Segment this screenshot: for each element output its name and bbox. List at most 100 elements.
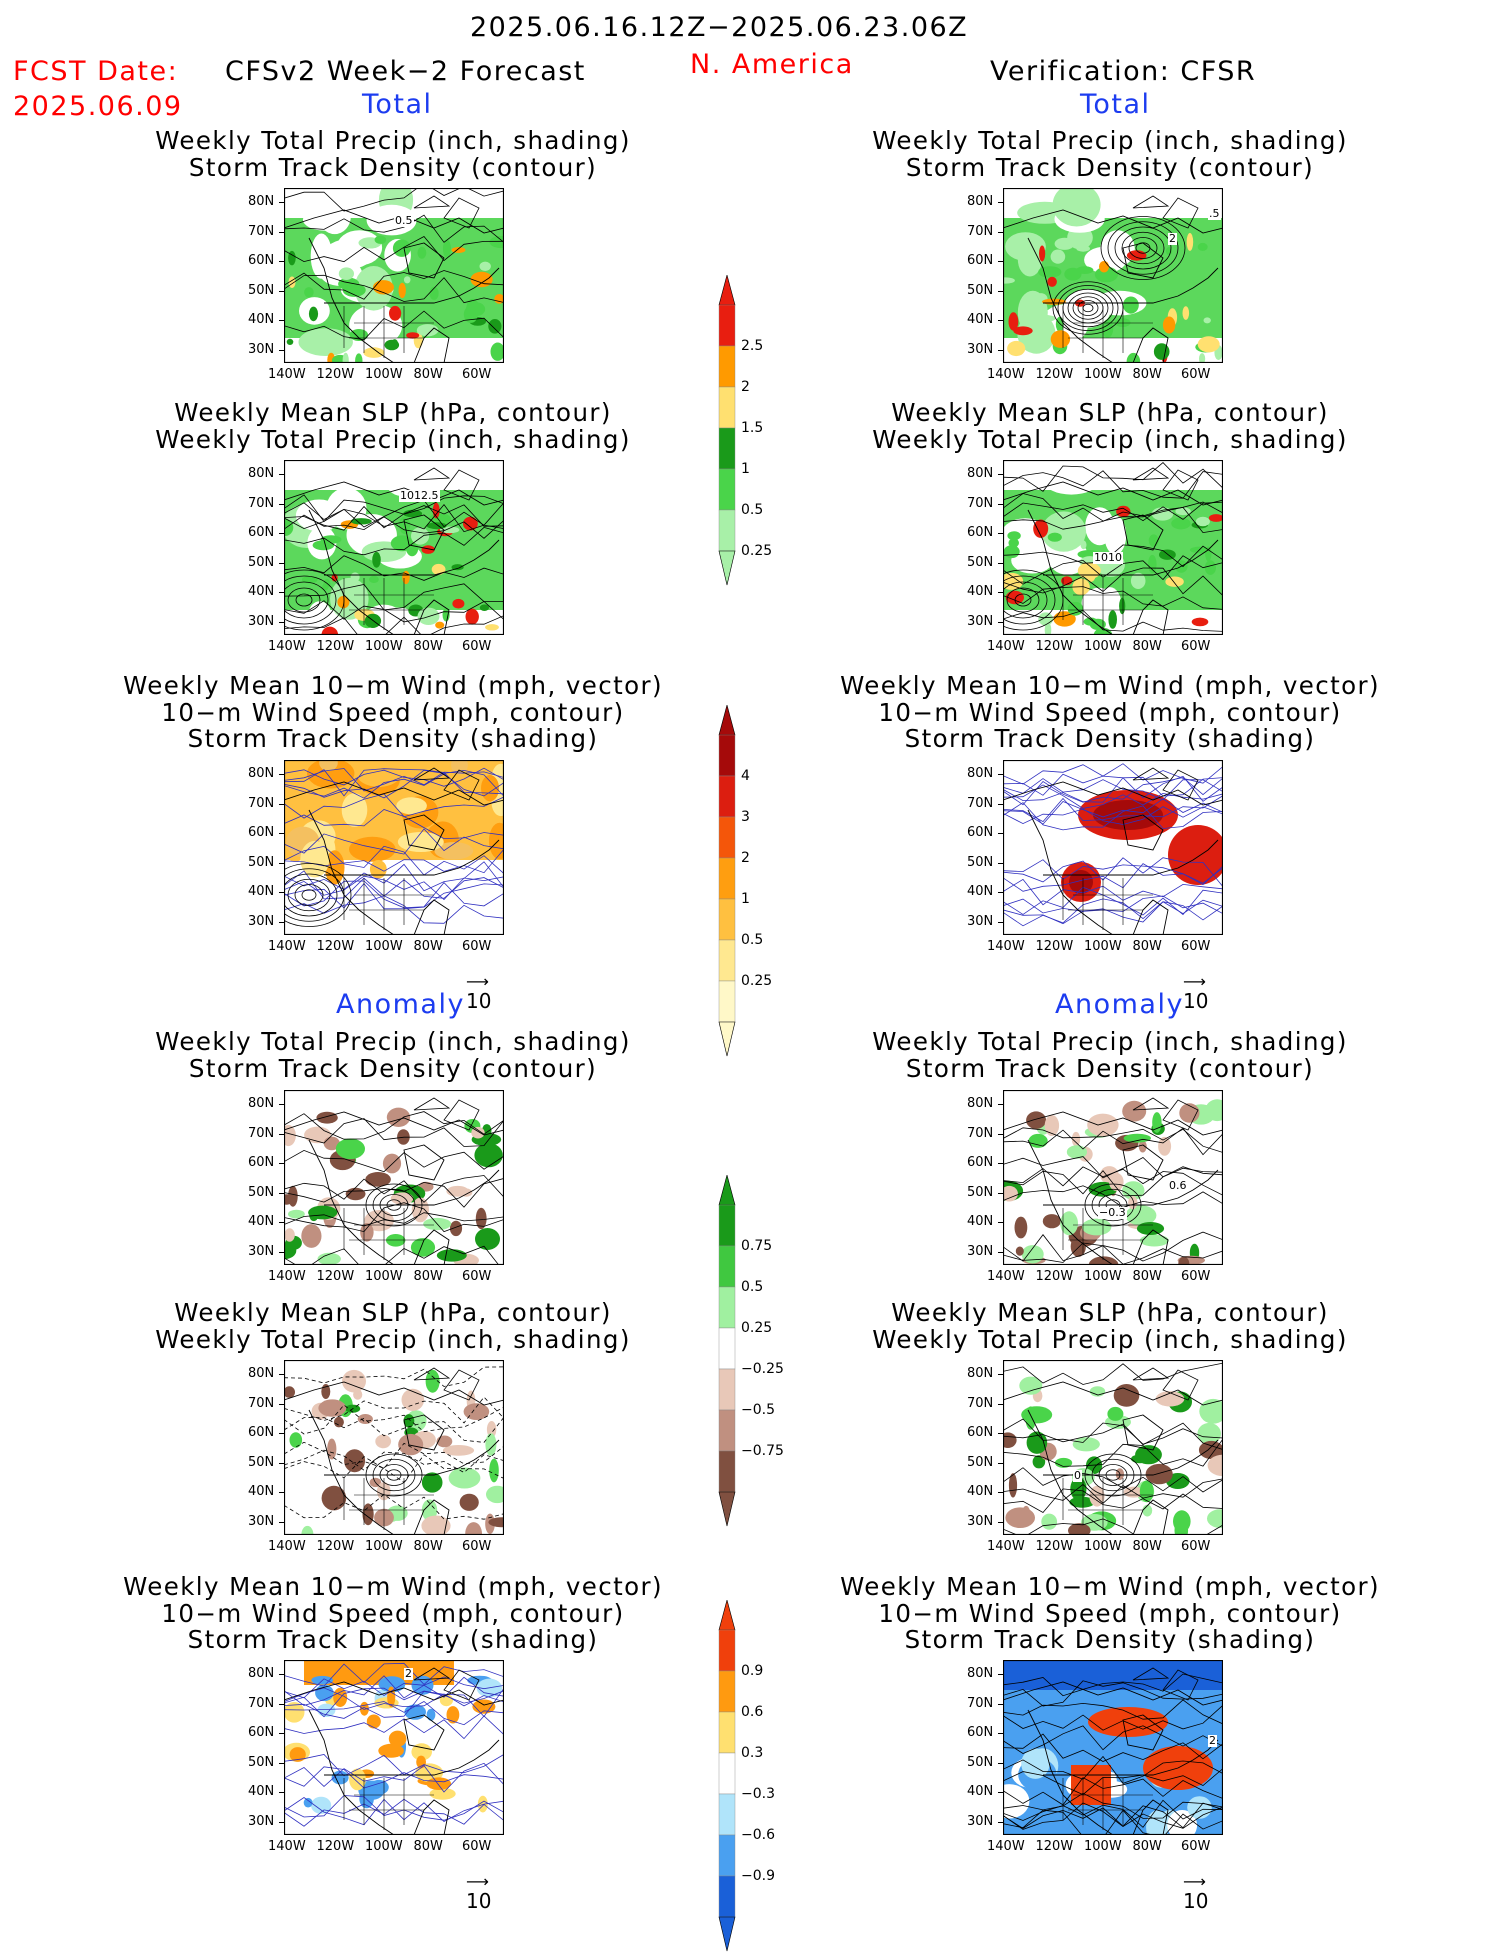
lon-label: 100W [365,1839,403,1854]
lon-label: 60W [1181,1269,1211,1284]
lon-label: 60W [462,939,492,954]
lat-label: 60N [967,825,994,840]
lon-label: 100W [365,939,403,954]
lon-label: 80W [413,1269,443,1284]
colorbar-label: −0.9 [741,1868,775,1884]
lon-label: 120W [316,1839,355,1854]
colorbar-label: 0.5 [741,502,764,518]
lat-label: 30N [967,613,994,629]
lon-label: 100W [1084,1539,1122,1554]
lat-label: 30N [967,1813,994,1829]
map-contour-label: 0.5 [394,214,414,227]
lon-label: 80W [413,1539,443,1554]
section-anomaly-right: Anomaly [1055,989,1184,1020]
lon-label: 80W [413,367,443,382]
period-title: 2025.06.16.12Z−2025.06.23.06Z [470,12,969,43]
map-contour-label: −0.3 [1098,1206,1127,1219]
lon-label: 100W [1084,1839,1122,1854]
lat-label: 40N [248,1214,275,1229]
lat-label: 30N [248,341,275,357]
lon-label: 60W [462,1269,492,1284]
colorbar-label: −0.25 [741,1361,784,1377]
lon-label: 140W [987,939,1025,954]
fcst-date-label: FCST Date: [13,56,179,87]
lat-label: 60N [248,525,275,540]
lon-label: 100W [1084,939,1122,954]
colorbar-label: 4 [741,768,750,784]
lon-label: 120W [316,939,355,954]
lat-label: 50N [248,1454,275,1470]
lat-label: 60N [967,1155,994,1170]
lat-label: 60N [967,525,994,540]
lat-label: 80N [967,1666,994,1681]
lat-label: 80N [967,1366,994,1381]
title-precip-storm-anom-2: Weekly Total Precip (inch, shading) Storm… [872,1027,1348,1083]
map-panel-p3 [284,760,504,935]
lat-label: 30N [967,341,994,357]
map-contour-label: 2 [404,1667,413,1680]
lat-label: 70N [248,795,275,811]
lon-label: 120W [316,1539,355,1554]
lat-label: 80N [248,1096,275,1111]
lat-label: 30N [248,1513,275,1529]
lon-label: 140W [268,939,306,954]
map-contour-label: 1012.5 [399,489,440,502]
lon-label: 80W [1132,1269,1162,1284]
lat-label: 70N [248,495,275,511]
lon-label: 140W [987,367,1025,382]
lat-label: 50N [248,1184,275,1200]
lat-label: 30N [248,613,275,629]
lon-label: 140W [268,1539,306,1554]
lat-label: 80N [967,466,994,481]
title-precip-storm-1: Weekly Total Precip (inch, shading) Storm… [155,126,631,182]
lat-label: 30N [967,1243,994,1259]
lat-label: 40N [967,1484,994,1499]
colorbar-label: 1 [741,461,750,477]
lat-label: 70N [967,223,994,239]
section-anomaly-left: Anomaly [336,989,465,1020]
colorbar-precip_anom [718,1175,736,1527]
lat-label: 60N [248,1725,275,1740]
map-panel-p12 [1003,1660,1223,1835]
lat-label: 70N [248,223,275,239]
map-svg-p10 [1003,1090,1223,1265]
lat-label: 40N [248,312,275,327]
section-total-right: Total [1080,89,1151,120]
lat-label: 40N [967,1214,994,1229]
map-panel-p11 [1003,1360,1223,1535]
lon-label: 60W [462,1539,492,1554]
map-svg-p11 [1003,1360,1223,1535]
map-panel-p8 [1003,460,1223,635]
colorbar-precip_total [718,275,736,586]
map-panel-p4 [284,1090,504,1265]
lat-label: 30N [967,1513,994,1529]
lat-label: 80N [248,1366,275,1381]
map-svg-p4 [284,1090,504,1265]
colorbar-storm_anom [718,1600,736,1952]
lat-label: 40N [967,584,994,599]
lon-label: 120W [1035,1839,1074,1854]
lat-label: 30N [248,1813,275,1829]
map-svg-p5 [284,1360,504,1535]
map-contour-label: 1010 [1093,551,1123,564]
lat-label: 70N [248,1395,275,1411]
colorbar-label: 0.5 [741,1279,764,1295]
map-contour-label: 0.6 [1168,1179,1188,1192]
map-svg-p8 [1003,460,1223,635]
lat-label: 60N [248,1425,275,1440]
title-precip-storm-2: Weekly Total Precip (inch, shading) Storm… [872,126,1348,182]
lat-label: 80N [248,466,275,481]
lon-label: 100W [365,1269,403,1284]
colorbar-label: −0.6 [741,1827,775,1843]
vector-ref-4: ⟶ 10 [1183,1872,1209,1914]
lat-label: 60N [967,253,994,268]
title-wind-storm-1: Weekly Mean 10−m Wind (mph, vector) 10−m … [123,671,663,753]
map-svg-p6 [284,1660,504,1835]
lon-label: 100W [1084,639,1122,654]
lat-label: 70N [248,1695,275,1711]
lon-label: 140W [987,1269,1025,1284]
lat-label: 40N [967,312,994,327]
lat-label: 40N [248,1484,275,1499]
lat-label: 70N [967,1695,994,1711]
lon-label: 80W [1132,939,1162,954]
